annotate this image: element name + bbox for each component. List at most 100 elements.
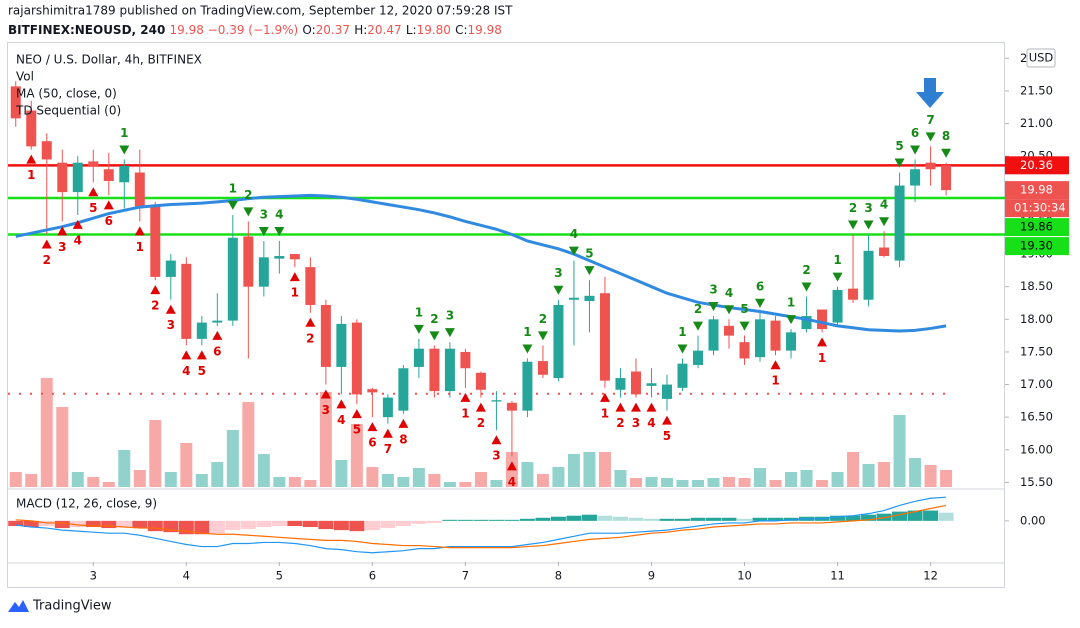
- td-sell-marker: [429, 331, 440, 341]
- td-sell-count: 3: [864, 201, 872, 215]
- symbol-line: BITFINEX:NEOUSD, 240 19.98 −0.39 (−1.9%)…: [8, 23, 502, 37]
- td-buy-marker: [770, 360, 781, 370]
- candle-body: [584, 295, 595, 302]
- price-badge: [1005, 156, 1069, 175]
- candle-body: [243, 236, 254, 287]
- volume-bar: [25, 474, 38, 487]
- td-buy-count: 8: [399, 432, 407, 446]
- td-buy-count: 5: [663, 429, 671, 443]
- td-buy-marker: [150, 285, 161, 295]
- candle-body: [630, 371, 641, 395]
- volume-bar: [56, 407, 69, 487]
- td-sell-marker: [879, 217, 890, 227]
- volume-bar: [180, 443, 193, 487]
- td-sell-count: 6: [911, 126, 919, 140]
- candle-body: [103, 169, 114, 181]
- td-buy-count: 3: [632, 416, 640, 430]
- candle-body: [88, 161, 99, 166]
- td-buy-marker: [88, 187, 99, 197]
- candle-body: [26, 110, 37, 147]
- candle-body: [553, 304, 564, 379]
- change: 19.98 −0.39 (−1.9%): [170, 23, 299, 37]
- macd-histogram-bar: [116, 520, 132, 528]
- td-sell-marker: [832, 272, 843, 282]
- td-buy-count: 1: [27, 168, 35, 182]
- ohlc-key: C:: [455, 23, 467, 37]
- td-buy-marker: [103, 200, 114, 210]
- macd-histogram-bar: [504, 519, 520, 521]
- macd-histogram-bar: [705, 517, 721, 521]
- candle-body: [227, 237, 238, 321]
- x-tick-label: 5: [276, 569, 283, 583]
- volume-bar: [738, 478, 751, 487]
- x-tick-label: 3: [90, 569, 97, 583]
- volume-bar: [474, 472, 487, 487]
- td-sell-marker: [522, 344, 533, 354]
- chart-frame: [7, 42, 1005, 588]
- td-sell-marker: [584, 266, 595, 276]
- macd-histogram-bar: [892, 511, 908, 521]
- candle-body: [134, 172, 145, 207]
- td-buy-marker: [72, 219, 83, 229]
- td-buy-count: 1: [291, 286, 299, 300]
- td-buy-marker: [57, 226, 68, 236]
- td-sell-marker: [119, 145, 130, 155]
- macd-histogram-bar: [612, 516, 628, 521]
- td-sell-count: 4: [880, 198, 888, 212]
- td-sell-marker: [910, 145, 921, 155]
- macd-histogram-bar: [101, 520, 117, 529]
- volume-bar: [567, 454, 580, 487]
- td-sell-count: 4: [275, 208, 283, 222]
- macd-histogram-bar: [318, 520, 334, 530]
- candle-body: [119, 165, 130, 183]
- macd-histogram-bar: [70, 520, 86, 528]
- td-buy-count: 4: [337, 413, 345, 427]
- td-buy-marker: [506, 461, 517, 471]
- macd-histogram-bar: [643, 518, 659, 521]
- volume-bar: [443, 482, 456, 487]
- candle-body: [305, 267, 316, 305]
- td-sell-count: 4: [725, 286, 733, 300]
- td-sell-marker: [941, 148, 952, 158]
- td-sell-marker: [708, 302, 719, 312]
- macd-histogram-bar: [566, 515, 582, 521]
- candle-body: [910, 169, 921, 186]
- volume-bar: [521, 462, 534, 487]
- price-badge-label: 19.30: [1020, 239, 1053, 253]
- candle-body: [568, 297, 579, 300]
- volume-bar: [164, 472, 177, 487]
- volume-bar: [319, 392, 332, 487]
- macd-histogram-bar: [690, 517, 706, 521]
- macd-histogram-bar: [938, 512, 954, 521]
- td-buy-count: 3: [492, 449, 500, 463]
- macd-histogram-bar: [442, 519, 458, 521]
- x-tick-label: 10: [737, 569, 752, 583]
- td-sell-count: 2: [244, 188, 252, 202]
- ohlc-h: H:20.47: [354, 23, 401, 37]
- macd-histogram-bar: [659, 518, 675, 521]
- macd-histogram-bar: [333, 520, 349, 531]
- td-sell-count: 7: [926, 113, 934, 127]
- candle-body: [10, 86, 21, 119]
- volume-bar: [304, 480, 317, 487]
- td-sell-marker: [274, 227, 285, 237]
- td-buy-marker: [817, 337, 828, 347]
- td-buy-marker: [26, 154, 37, 164]
- td-sell-marker: [227, 200, 238, 210]
- td-buy-count: 3: [58, 240, 66, 254]
- td-sell-marker: [677, 344, 688, 354]
- td-sell-count: 1: [229, 181, 237, 195]
- td-buy-marker: [181, 350, 192, 360]
- td-sell-marker: [755, 298, 766, 308]
- volume-bar: [459, 482, 472, 487]
- candle-body: [336, 323, 347, 367]
- td-buy-marker: [289, 272, 300, 282]
- td-sell-marker: [848, 220, 859, 230]
- candle-body: [491, 400, 502, 402]
- td-sell-count: 5: [895, 139, 903, 153]
- price-badge-label: 19.98: [1020, 183, 1053, 197]
- volume-bar: [583, 452, 596, 487]
- macd-histogram-bar: [628, 517, 644, 521]
- td-buy-count: 2: [477, 416, 485, 430]
- td-sell-marker: [801, 282, 812, 292]
